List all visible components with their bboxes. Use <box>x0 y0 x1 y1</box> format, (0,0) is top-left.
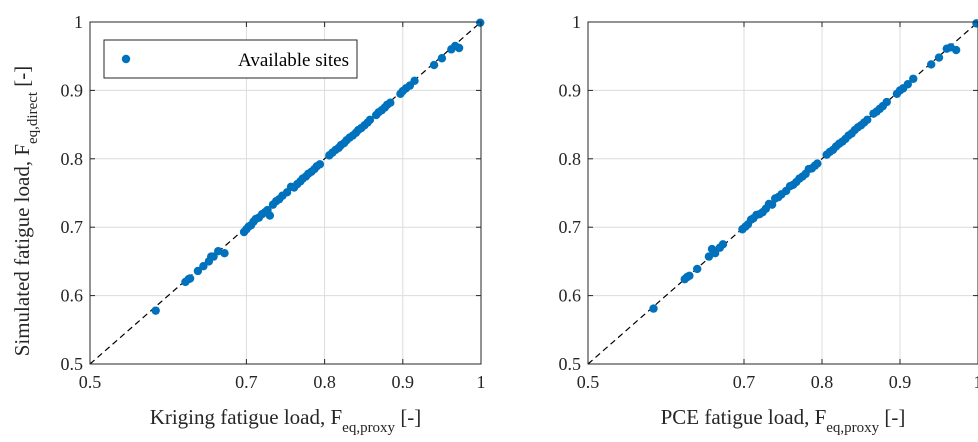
data-point <box>410 76 419 86</box>
data-point <box>365 115 375 125</box>
y-tick-label: 0.7 <box>61 217 84 237</box>
x-axis-label: PCE fatigue load, Feq,proxy [-] <box>661 405 906 436</box>
data-point <box>718 240 728 249</box>
x-axis-label: Kriging fatigue load, Feq,proxy [-] <box>150 405 422 436</box>
x-axis-label-sub: eq,proxy <box>342 420 395 436</box>
panel-kriging: 0.5 0.7 0.8 0.9 1 0.5 0.6 0.7 0.8 0.9 1 Kriging fat… <box>10 12 486 436</box>
x-tick-label: 0.7 <box>235 372 258 392</box>
x-tick-label: 0.7 <box>733 372 756 392</box>
y-tick-label: 1 <box>572 12 581 32</box>
data-point <box>813 159 822 168</box>
x-tick-label: 1 <box>477 372 486 392</box>
data-point <box>151 306 160 315</box>
data-point <box>693 264 702 274</box>
axes-box <box>587 21 978 365</box>
x-axis-label-main: Kriging fatigue load, F <box>150 405 342 429</box>
legend-label: Available sites <box>238 50 349 71</box>
y-tick-label: 0.6 <box>61 286 84 306</box>
data-point <box>903 80 912 89</box>
x-tick-label: 0.9 <box>392 372 415 392</box>
data-point <box>315 160 325 169</box>
legend-marker <box>121 54 131 64</box>
x-tick-label: 0.8 <box>811 372 834 392</box>
data-point <box>909 74 918 83</box>
legend: Available sites <box>103 39 358 79</box>
data-point <box>863 115 872 125</box>
x-tick-label: 0.9 <box>889 372 912 392</box>
data-point <box>386 98 395 107</box>
x-tick-label: 1 <box>974 372 978 392</box>
y-tick-label: 0.6 <box>559 286 582 306</box>
data-point <box>972 19 978 28</box>
x-axis-label-unit: [-] <box>395 405 421 429</box>
y-tick-label: 0.9 <box>559 80 582 100</box>
data-point <box>927 60 936 69</box>
data-point <box>193 266 203 276</box>
data-point <box>437 54 447 63</box>
x-axis-label-unit: [-] <box>879 405 905 429</box>
y-axis-label-unit: [-] <box>10 66 34 92</box>
y-axis-label: Simulated fatigue load, Feq,direct [-] <box>10 66 41 357</box>
axes-box <box>89 21 482 365</box>
data-point <box>934 53 944 62</box>
data-point <box>199 261 208 271</box>
legend-box <box>103 39 358 79</box>
data-point <box>704 252 714 261</box>
data-point <box>265 211 275 220</box>
y-tick-label: 0.8 <box>61 149 84 169</box>
data-point <box>185 274 195 283</box>
x-axis-label-sub: eq,proxy <box>826 420 879 436</box>
data-point <box>710 248 720 258</box>
data-point <box>429 60 439 70</box>
data-point <box>454 43 464 53</box>
y-axis-label-sub: eq,direct <box>25 91 41 144</box>
y-tick-label: 0.8 <box>559 149 582 169</box>
data-point <box>951 45 961 55</box>
x-tick-label: 0.5 <box>577 372 600 392</box>
y-axis-label-main: Simulated fatigue load, F <box>10 144 34 356</box>
x-axis-label-main: PCE fatigue load, F <box>661 405 827 429</box>
y-tick-label: 0.9 <box>61 80 84 100</box>
data-point <box>476 18 485 27</box>
y-tick-label: 0.5 <box>61 354 84 374</box>
data-point <box>882 97 891 107</box>
data-point <box>209 252 218 261</box>
x-tick-label: 0.5 <box>79 372 102 392</box>
x-tick-label: 0.8 <box>313 372 336 392</box>
y-tick-label: 0.7 <box>559 217 582 237</box>
data-point <box>685 271 694 280</box>
data-point <box>649 304 658 313</box>
y-tick-label: 0.5 <box>559 354 582 374</box>
panel-pce: 0.5 0.7 0.8 0.9 1 0.5 0.6 0.7 0.8 0.9 1 PCE fatigue… <box>559 12 978 436</box>
data-point <box>220 248 229 258</box>
y-tick-label: 1 <box>74 12 83 32</box>
